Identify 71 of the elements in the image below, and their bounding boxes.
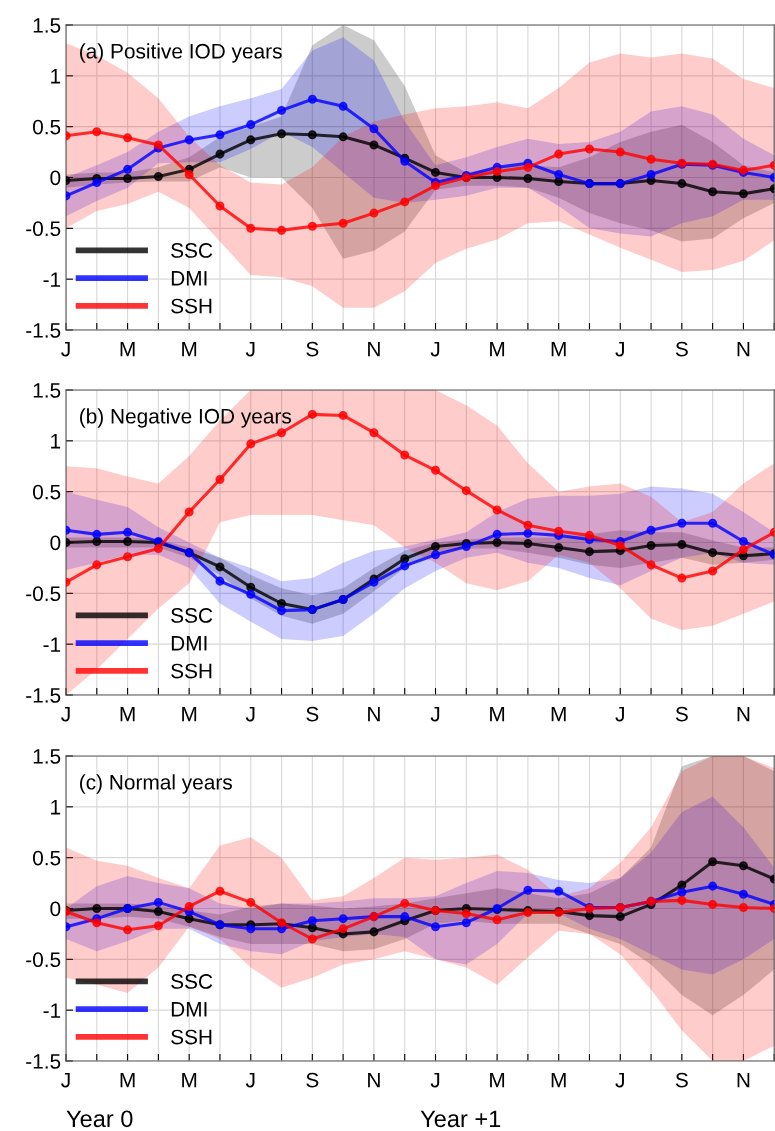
x-tick-label: M: [490, 706, 505, 722]
y-tick-label: 1: [51, 69, 61, 84]
x-tick-label: N: [737, 341, 750, 357]
x-tick-label: M: [120, 706, 135, 722]
x-tick-label: S: [675, 341, 688, 357]
x-tick-label: S: [675, 1072, 688, 1088]
y-tick-label: -1.5: [26, 323, 61, 338]
x-tick-label: M: [551, 706, 566, 722]
legend-label: SSH: [171, 1029, 212, 1045]
y-tick-label: -1: [43, 637, 61, 652]
x-tick-label: S: [306, 1072, 319, 1088]
y-tick-label: 1.5: [33, 383, 61, 398]
y-tick-label: -0.5: [26, 221, 61, 237]
y-tick-label: 0: [50, 170, 61, 186]
text: (b) Negative IOD years: [80, 408, 292, 428]
x-tick-label: J: [430, 341, 440, 357]
x-tick-label: N: [737, 1072, 750, 1088]
x-tick-label: J: [61, 1072, 70, 1088]
legend-label: SSC: [171, 243, 213, 258]
x-tick-label: J: [615, 341, 624, 357]
x-tick-label: M: [490, 341, 505, 357]
y-tick-label: -0.5: [26, 586, 61, 602]
y-tick-label: 0.5: [32, 850, 61, 866]
x-tick-label: J: [61, 706, 70, 722]
legend-label: DMI: [171, 636, 207, 651]
x-tick-label: J: [615, 1072, 624, 1088]
x-tick-label: M: [551, 1072, 566, 1088]
x-tick-label: S: [306, 341, 319, 357]
x-tick-label: S: [675, 706, 688, 722]
x-tick-label: J: [615, 706, 624, 722]
text: (c) Normal years: [80, 774, 232, 794]
y-tick-label: 1.5: [33, 749, 61, 764]
x-tick-label: N: [368, 341, 380, 357]
x-tick-label: J: [245, 341, 255, 357]
x-tick-label: M: [551, 341, 566, 357]
legend-label: DMI: [171, 271, 207, 286]
y-tick-label: 0.5: [32, 119, 61, 135]
y-tick-label: 0: [50, 901, 61, 917]
x-tick-label: M: [182, 706, 197, 722]
x-tick-label: N: [737, 706, 750, 722]
y-tick-label: -1.5: [26, 1054, 61, 1069]
x-tick-label: M: [182, 341, 197, 357]
y-tick-label: -1: [43, 1003, 61, 1018]
x-tick-label: J: [430, 706, 440, 722]
x-tick-label: M: [182, 1072, 197, 1088]
y-tick-label: 1.5: [33, 18, 61, 33]
x-tick-label: J: [430, 1072, 440, 1088]
y-tick-label: 1: [51, 434, 61, 449]
x-tick-label: N: [368, 706, 380, 722]
legend-label: SSH: [171, 663, 212, 679]
y-tick-label: -1: [43, 272, 61, 287]
legend-label: DMI: [171, 1002, 207, 1017]
x-tick-label: N: [368, 1072, 380, 1088]
x-tick-label: J: [245, 1072, 255, 1088]
x-tick-label: J: [61, 341, 70, 357]
x-tick-label: M: [120, 341, 135, 357]
y-tick-label: -1.5: [26, 688, 61, 703]
legend-label: SSC: [171, 608, 213, 623]
legend-label: SSC: [171, 974, 213, 989]
x-tick-label: M: [490, 1072, 505, 1088]
y-tick-label: 1: [51, 800, 61, 815]
y-tick-label: 0.5: [32, 484, 61, 500]
y-tick-label: -0.5: [26, 952, 61, 968]
text: Year +1: [420, 1110, 501, 1128]
text: Year 0: [66, 1110, 133, 1128]
x-tick-label: M: [120, 1072, 135, 1088]
legend-label: SSH: [171, 298, 212, 314]
text: (a) Positive IOD years: [80, 43, 282, 63]
y-tick-label: 0: [50, 535, 61, 551]
x-tick-label: J: [245, 706, 255, 722]
x-tick-label: S: [306, 706, 319, 722]
